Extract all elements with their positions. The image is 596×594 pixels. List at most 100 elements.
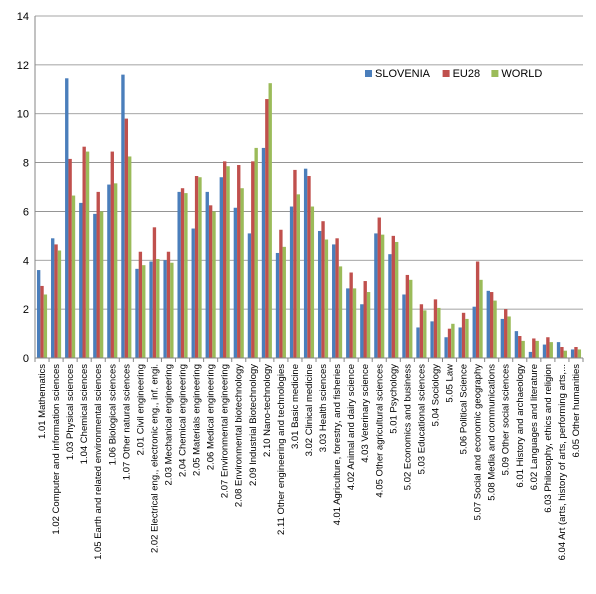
bar-eu28 <box>223 161 227 358</box>
x-category-label: 5.05 Law <box>445 364 456 403</box>
bar-slovenia <box>556 342 561 358</box>
bar-slovenia <box>93 213 97 358</box>
bar-slovenia <box>528 351 533 358</box>
x-category-label: 1.02 Computer and information sciences <box>51 364 62 535</box>
bar-eu28 <box>321 221 325 358</box>
bar-eu28 <box>96 191 100 358</box>
bar-world <box>507 316 511 358</box>
bar-slovenia <box>374 233 378 358</box>
bar-slovenia <box>163 260 167 358</box>
bar-slovenia <box>570 349 575 358</box>
bar-world <box>324 239 329 358</box>
bar-eu28 <box>54 244 58 358</box>
x-category-label: 2.09 Industrial Biotechnology <box>248 364 259 486</box>
y-tick-label: 6 <box>23 206 29 218</box>
bar-series-group <box>36 74 582 359</box>
bar-eu28 <box>180 188 185 358</box>
x-category-label: 6.04 Art (arts, history of arts, perform… <box>557 364 568 560</box>
bar-world <box>254 147 258 358</box>
y-tick-label: 0 <box>23 353 29 365</box>
bar-world <box>563 350 567 358</box>
bar-eu28 <box>532 338 536 358</box>
bar-world <box>338 266 343 358</box>
x-category-label: 5.01 Psychology <box>388 364 399 434</box>
bar-world <box>310 206 315 358</box>
x-category-label: 1.07 Other natural sciences <box>121 364 132 480</box>
bar-eu28 <box>335 238 339 358</box>
x-category-label: 2.06 Medical engineering <box>206 364 217 470</box>
y-axis-tick-labels: 0 2 4 6 8 10 12 14 <box>17 11 29 365</box>
bar-eu28 <box>237 165 241 358</box>
bar-slovenia <box>416 327 420 358</box>
bar-slovenia <box>402 294 406 358</box>
bar-eu28 <box>110 151 114 358</box>
bar-slovenia <box>233 207 238 358</box>
bar-eu28 <box>307 176 311 358</box>
bar-eu28 <box>475 261 480 358</box>
bar-world <box>268 83 272 359</box>
y-tick-label: 10 <box>17 109 29 121</box>
legend-swatch-world <box>491 70 499 77</box>
bar-world <box>113 183 118 358</box>
x-category-label: 4.05 Other agricultural sciences <box>374 364 385 498</box>
bar-world <box>43 294 48 358</box>
bar-eu28 <box>208 205 213 358</box>
bar-world <box>226 166 230 358</box>
legend-swatch-eu28 <box>442 70 450 77</box>
bar-eu28 <box>405 274 410 358</box>
x-category-label: 2.04 Chemical engineering <box>178 364 189 477</box>
bar-slovenia <box>500 318 505 358</box>
bar-slovenia <box>205 191 209 358</box>
bar-slovenia <box>486 290 490 358</box>
bar-slovenia <box>219 177 223 358</box>
x-category-label: 2.02 Electrical eng., electronic eng., i… <box>149 364 160 553</box>
legend-label-slovenia: SLOVENIA <box>375 68 431 80</box>
x-category-label: 3.01 Basic medicine <box>290 364 301 449</box>
bar-eu28 <box>489 292 494 358</box>
bar-eu28 <box>504 309 508 358</box>
legend-label-eu28: EU28 <box>453 68 481 80</box>
x-category-label: 4.03 Veterinary science <box>360 364 371 463</box>
bar-eu28 <box>433 299 438 358</box>
x-category-label: 3.03 Health sciences <box>318 364 329 452</box>
bar-slovenia <box>191 228 195 358</box>
axes <box>34 16 584 362</box>
bar-slovenia <box>36 270 41 358</box>
bar-slovenia <box>79 202 83 358</box>
bar-world <box>577 349 582 358</box>
bar-eu28 <box>194 176 199 358</box>
x-category-label: 3.02 Clinical medicine <box>304 364 315 456</box>
x-category-label: 2.11 Other engineering and technologies <box>276 364 287 535</box>
x-category-label: 6.01 History and archaeology <box>515 364 526 488</box>
bar-world <box>282 246 286 358</box>
bar-world <box>521 340 525 358</box>
bar-eu28 <box>518 336 522 358</box>
bar-slovenia <box>388 254 392 358</box>
bar-slovenia <box>261 147 266 358</box>
bar-slovenia <box>346 288 350 358</box>
x-category-label: 1.05 Earth and related environmental sci… <box>93 364 104 560</box>
bar-world <box>394 241 399 358</box>
bar-slovenia <box>135 268 139 358</box>
bar-slovenia <box>303 168 308 358</box>
bar-world <box>493 300 497 358</box>
bar-slovenia <box>360 304 364 358</box>
bar-world <box>99 211 104 358</box>
bar-world <box>240 188 244 358</box>
y-tick-label: 2 <box>23 304 29 316</box>
bar-slovenia <box>247 233 252 358</box>
bar-world <box>352 288 357 358</box>
bar-world <box>409 279 413 358</box>
bar-slovenia <box>65 78 69 358</box>
x-category-label: 5.04 Sociology <box>430 364 441 427</box>
y-tick-label: 8 <box>23 158 29 170</box>
x-category-label: 1.04 Chemical sciences <box>79 364 90 465</box>
bar-eu28 <box>166 251 171 358</box>
bar-world <box>142 265 146 358</box>
x-category-label: 5.03 Educational sciences <box>416 364 427 475</box>
bar-eu28 <box>546 337 550 358</box>
bar-slovenia <box>289 206 294 358</box>
bar-eu28 <box>419 304 424 358</box>
bar-slovenia <box>177 191 181 358</box>
bar-eu28 <box>124 118 129 358</box>
